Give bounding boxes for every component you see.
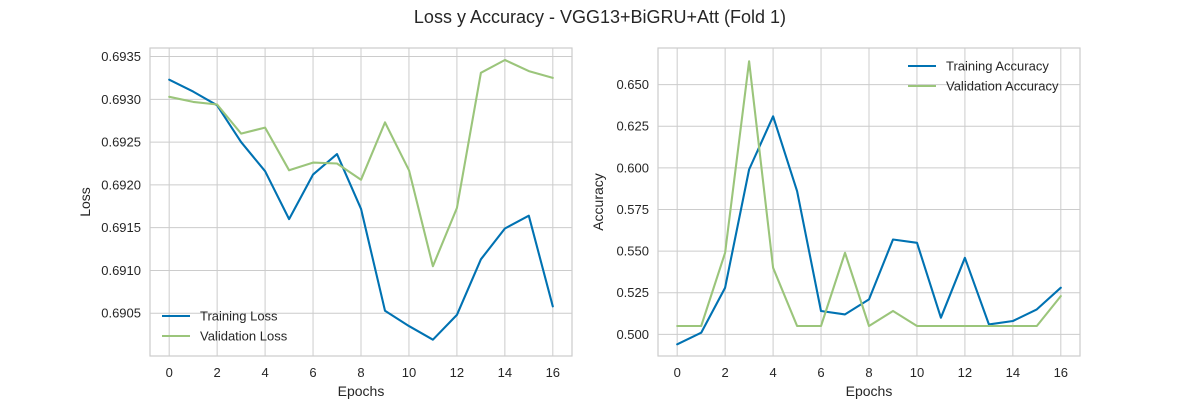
- accuracy-y-tick-label: 0.625: [616, 119, 649, 134]
- accuracy-y-tick-label: 0.650: [616, 77, 649, 92]
- accuracy-plot-frame: [657, 47, 1081, 357]
- loss-x-tick-label: 2: [214, 365, 221, 380]
- loss-y-tick-label: 0.6925: [101, 135, 141, 150]
- accuracy-x-tick-label: 8: [865, 365, 872, 380]
- accuracy-x-tick-label: 10: [910, 365, 924, 380]
- validation-loss-line: [168, 58, 554, 268]
- loss-y-axis-label: Loss: [77, 187, 93, 217]
- training-accuracy-legend-label: Training Accuracy: [946, 59, 1049, 74]
- accuracy-chart: 0 2 4 6 8 10 12 14 16 0.500 0.525 0.550 0.575 0.600 0.…: [590, 47, 1081, 399]
- accuracy-y-tick-label: 0.500: [616, 327, 649, 342]
- figure-title: Loss y Accuracy - VGG13+BiGRU+Att (Fold …: [414, 7, 786, 27]
- validation-loss-legend-label: Validation Loss: [200, 329, 288, 344]
- accuracy-x-tick-label: 6: [817, 365, 824, 380]
- training-loss-legend-label: Training Loss: [200, 309, 278, 324]
- loss-y-tick-label: 0.6915: [101, 220, 141, 235]
- loss-x-tick-label: 10: [402, 365, 416, 380]
- loss-y-tick-label: 0.6920: [101, 177, 141, 192]
- loss-x-tick-label: 6: [309, 365, 316, 380]
- accuracy-y-tick-label: 0.600: [616, 160, 649, 175]
- loss-x-tick-label: 12: [450, 365, 464, 380]
- loss-x-tick-label: 8: [357, 365, 364, 380]
- accuracy-x-tick-label: 14: [1006, 365, 1020, 380]
- accuracy-y-tick-label: 0.550: [616, 244, 649, 259]
- accuracy-x-axis-label: Epochs: [846, 383, 893, 399]
- training-loss-line: [168, 78, 554, 341]
- validation-accuracy-line: [676, 60, 1062, 328]
- loss-x-tick-label: 16: [546, 365, 560, 380]
- loss-chart: 0 2 4 6 8 10 12 14 16 0.6905 0.6910 0.6915 0.6920 0.6…: [77, 47, 573, 399]
- accuracy-x-tick-label: 12: [958, 365, 972, 380]
- accuracy-x-tick-label: 16: [1054, 365, 1068, 380]
- loss-x-tick-label: 4: [261, 365, 268, 380]
- accuracy-x-tick-label: 4: [769, 365, 776, 380]
- loss-y-tick-label: 0.6935: [101, 49, 141, 64]
- validation-accuracy-legend-label: Validation Accuracy: [946, 79, 1059, 94]
- loss-x-axis-label: Epochs: [338, 383, 385, 399]
- accuracy-x-tick-label: 2: [722, 365, 729, 380]
- loss-y-tick-label: 0.6930: [101, 92, 141, 107]
- accuracy-y-tick-label: 0.525: [616, 285, 649, 300]
- loss-x-tick-label: 0: [166, 365, 173, 380]
- training-accuracy-line: [676, 115, 1062, 346]
- accuracy-y-axis-label: Accuracy: [590, 173, 606, 231]
- accuracy-x-tick-label: 0: [674, 365, 681, 380]
- loss-x-tick-label: 14: [498, 365, 512, 380]
- accuracy-y-tick-label: 0.575: [616, 202, 649, 217]
- loss-plot-frame: [149, 47, 573, 357]
- loss-y-tick-label: 0.6905: [101, 306, 141, 321]
- loss-y-tick-label: 0.6910: [101, 263, 141, 278]
